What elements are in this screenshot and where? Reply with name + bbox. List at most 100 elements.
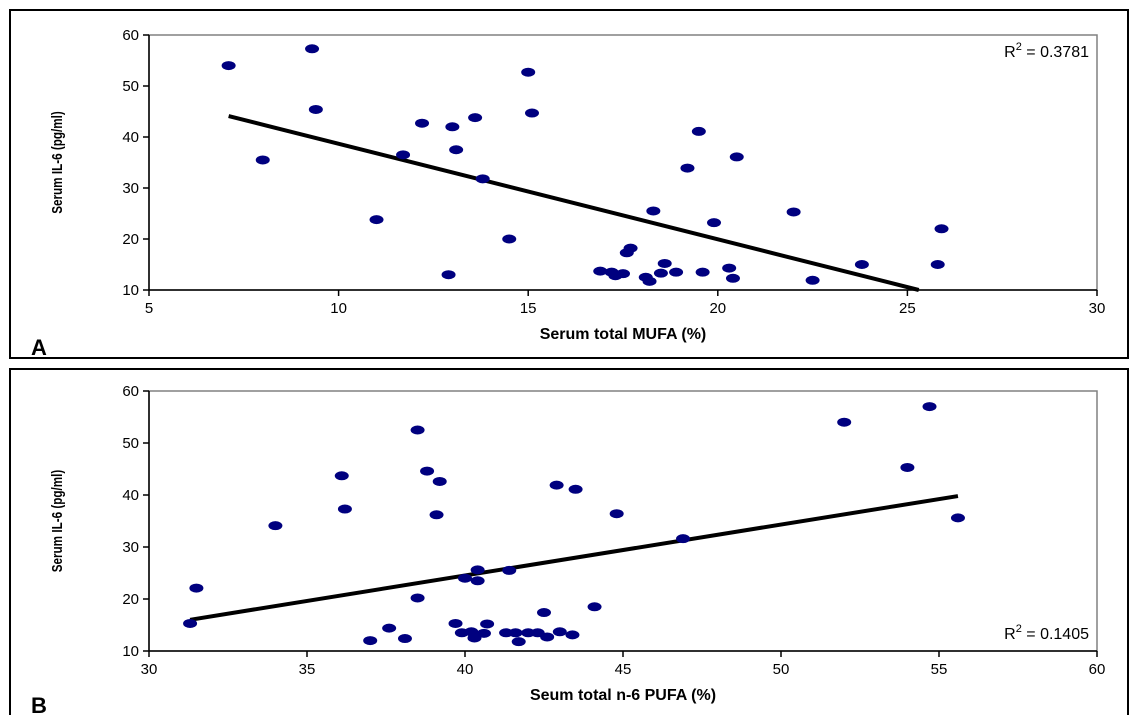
data-point [480, 619, 495, 629]
data-point [722, 263, 737, 273]
data-point [786, 207, 801, 217]
data-point [189, 583, 204, 593]
scatter-chart-a: 10 20 30 40 50 60 5 10 15 20 25 30 Serum total MUFA … [31, 27, 1106, 360]
data-point [502, 565, 517, 575]
data-point [657, 258, 672, 268]
x-tick-label: 55 [931, 661, 948, 678]
scatter-chart-b: 10 20 30 40 50 60 30 35 40 45 50 55 60 Seum total n-6… [31, 383, 1106, 717]
data-point [334, 471, 349, 481]
r-squared-annotation: R2 = 0.3781 [1004, 41, 1089, 61]
y-tick-label: 60 [122, 27, 139, 44]
data-point [521, 67, 536, 77]
data-point [308, 104, 323, 114]
data-point [930, 260, 945, 269]
data-point [369, 215, 384, 225]
data-point [837, 417, 852, 427]
data-point [255, 155, 270, 165]
x-tick-label: 35 [299, 661, 316, 678]
data-point [415, 118, 430, 128]
x-tick-label: 20 [709, 300, 726, 317]
data-point [363, 636, 378, 646]
y-tick-label: 20 [122, 231, 139, 248]
data-point [593, 266, 608, 276]
data-point [922, 402, 937, 412]
y-tick-label: 10 [122, 643, 139, 660]
x-axis-label: Serum total MUFA (%) [540, 326, 707, 343]
data-point [382, 623, 397, 633]
data-point [642, 276, 657, 286]
data-point [305, 44, 320, 54]
y-tick-label: 20 [122, 591, 139, 608]
data-point [508, 628, 523, 638]
data-point [448, 618, 463, 628]
trendline [189, 494, 959, 622]
x-tick-label: 60 [1089, 661, 1106, 678]
data-point [445, 122, 460, 132]
x-tick-label: 30 [141, 661, 158, 678]
data-point [805, 275, 820, 285]
y-tick-label: 50 [122, 78, 139, 95]
y-tick-label: 50 [122, 435, 139, 452]
data-point [568, 484, 583, 494]
data-point [549, 480, 564, 490]
y-tick-label: 10 [122, 282, 139, 299]
data-point [432, 476, 447, 486]
data-point [623, 243, 638, 253]
data-point [676, 534, 691, 544]
data-point [934, 224, 949, 234]
data-point [475, 174, 490, 184]
data-point [646, 206, 661, 216]
y-tick-label: 60 [122, 383, 139, 400]
chart-panel-a: 10 20 30 40 50 60 5 10 15 20 25 30 Serum total MUFA … [9, 9, 1129, 360]
data-point [410, 593, 425, 603]
data-point [729, 152, 744, 162]
x-tick-label: 50 [773, 661, 790, 678]
data-point [396, 150, 411, 160]
data-point [669, 267, 684, 277]
data-point [537, 608, 551, 618]
data-point [468, 113, 483, 123]
chart-panel-b: 10 20 30 40 50 60 30 35 40 45 50 55 60 Seum total n-6… [9, 368, 1129, 717]
data-point [565, 630, 580, 640]
data-point [337, 504, 352, 514]
data-point [609, 509, 624, 519]
data-point [470, 576, 485, 586]
trendline [228, 114, 920, 292]
data-point [441, 270, 456, 280]
x-tick-label: 45 [615, 661, 632, 678]
data-point [552, 627, 567, 637]
x-tick-label: 40 [457, 661, 474, 678]
data-point [616, 269, 630, 279]
x-axis-label: Seum total n-6 PUFA (%) [530, 687, 716, 704]
data-point [524, 108, 539, 118]
data-point [268, 521, 283, 531]
data-point [707, 218, 722, 228]
data-point [429, 510, 444, 520]
y-tick-label: 30 [122, 180, 139, 197]
y-tick-label: 40 [122, 487, 139, 504]
y-axis-label: Serum IL-6 (pg/ml) [49, 470, 66, 573]
data-point [221, 61, 236, 71]
data-point [183, 618, 198, 628]
data-point [540, 632, 555, 642]
y-tick-label: 30 [122, 539, 139, 556]
data-point [511, 637, 526, 647]
data-point [476, 628, 491, 638]
x-tick-label: 15 [520, 300, 537, 317]
panel-letter: B [31, 693, 47, 717]
data-point [854, 260, 869, 269]
panel-letter: A [31, 335, 47, 360]
x-tick-label: 30 [1089, 300, 1106, 317]
data-point [458, 573, 472, 583]
data-point [900, 462, 915, 472]
x-tick-label: 25 [899, 300, 916, 317]
data-point [502, 234, 517, 244]
data-point [449, 145, 464, 155]
data-point [470, 565, 485, 575]
data-point [695, 267, 710, 277]
data-point [410, 425, 425, 435]
y-axis-label: Serum IL-6 (pg/ml) [49, 111, 66, 214]
data-point [725, 273, 740, 283]
data-point [653, 268, 668, 278]
x-tick-label: 10 [330, 300, 347, 317]
